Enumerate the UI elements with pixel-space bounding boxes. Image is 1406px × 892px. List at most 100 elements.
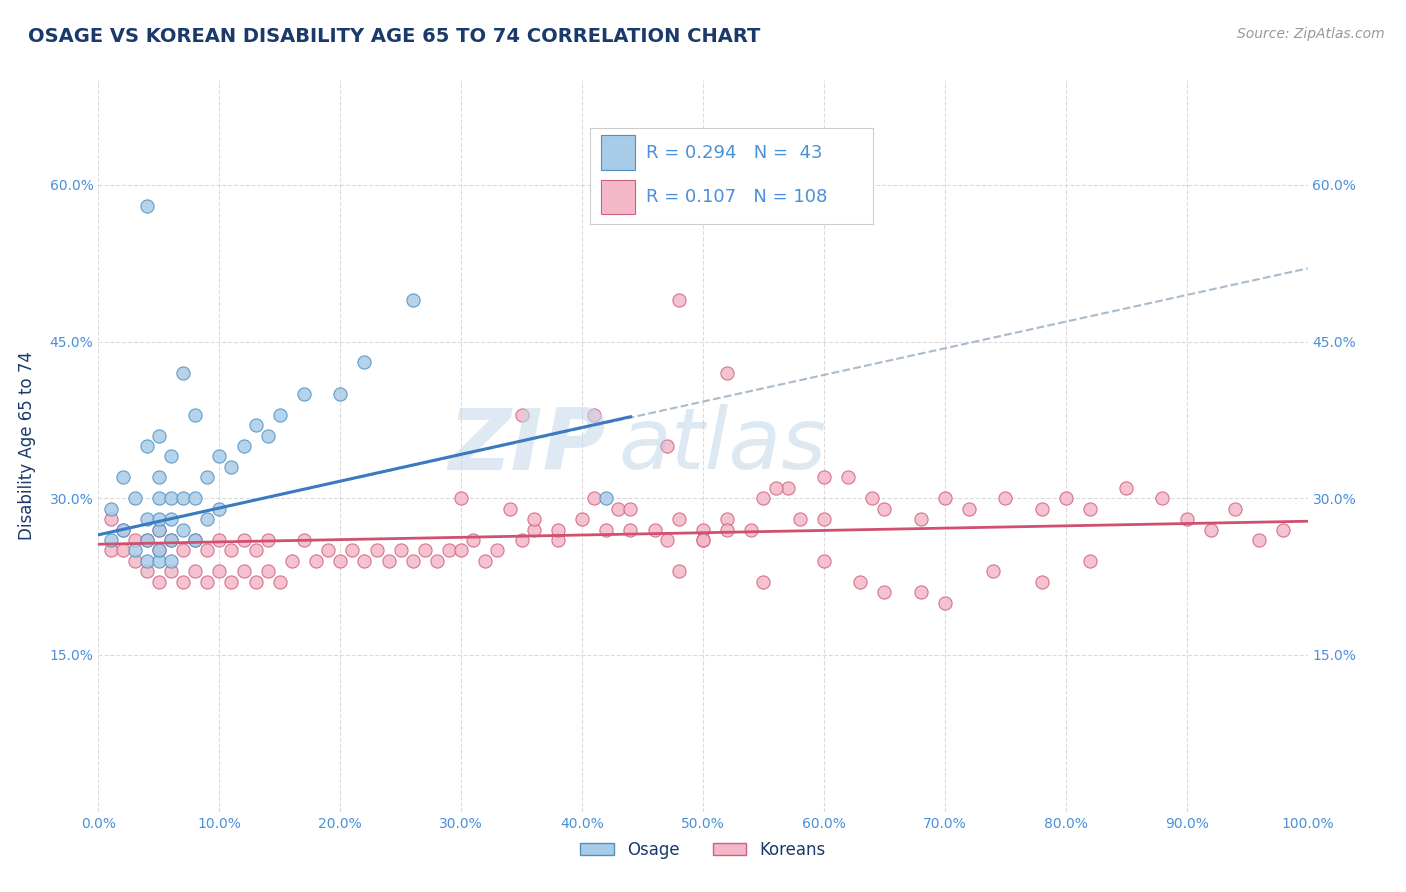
Point xyxy=(474,554,496,568)
Point xyxy=(148,554,170,568)
Point xyxy=(195,470,218,484)
Point xyxy=(135,565,157,579)
Point xyxy=(184,491,207,506)
Point xyxy=(366,543,388,558)
Point xyxy=(1272,523,1295,537)
Point xyxy=(692,523,714,537)
Point xyxy=(644,523,666,537)
Point xyxy=(195,574,218,589)
Text: ZIP: ZIP xyxy=(449,404,606,488)
Point xyxy=(221,459,243,474)
Bar xyxy=(602,136,636,170)
Point xyxy=(208,565,231,579)
Point xyxy=(437,543,460,558)
Point xyxy=(981,565,1004,579)
Point xyxy=(172,543,194,558)
Point xyxy=(292,386,315,401)
Point xyxy=(232,565,254,579)
Point xyxy=(111,543,134,558)
Point xyxy=(148,543,170,558)
Point xyxy=(716,512,738,526)
Point xyxy=(1031,501,1053,516)
Point xyxy=(1223,501,1246,516)
Point xyxy=(752,491,775,506)
Point xyxy=(450,543,472,558)
Bar xyxy=(602,179,636,214)
Point xyxy=(269,574,291,589)
Point xyxy=(776,481,799,495)
Point xyxy=(583,491,606,506)
Point xyxy=(752,574,775,589)
Point xyxy=(716,523,738,537)
Point xyxy=(124,491,146,506)
Point xyxy=(305,554,328,568)
Point xyxy=(813,470,835,484)
Point xyxy=(195,543,218,558)
Point xyxy=(860,491,883,506)
Point xyxy=(329,554,352,568)
Point xyxy=(342,543,364,558)
Point xyxy=(184,565,207,579)
Point xyxy=(813,512,835,526)
Point xyxy=(100,533,122,547)
Point xyxy=(510,533,533,547)
Point xyxy=(195,512,218,526)
Point xyxy=(148,491,170,506)
Point xyxy=(655,439,678,453)
Text: atlas: atlas xyxy=(619,404,827,488)
Point xyxy=(124,543,146,558)
Point xyxy=(486,543,509,558)
Point xyxy=(655,533,678,547)
Point xyxy=(402,293,425,307)
Point xyxy=(910,585,932,599)
Point xyxy=(281,554,304,568)
Point xyxy=(245,543,267,558)
Point xyxy=(1078,554,1101,568)
Point xyxy=(148,523,170,537)
Point xyxy=(413,543,436,558)
Point xyxy=(692,533,714,547)
Point xyxy=(740,523,762,537)
Point xyxy=(1115,481,1137,495)
Point xyxy=(208,533,231,547)
Point xyxy=(160,491,183,506)
Y-axis label: Disability Age 65 to 74: Disability Age 65 to 74 xyxy=(18,351,35,541)
Point xyxy=(837,470,859,484)
Point xyxy=(124,533,146,547)
Point xyxy=(668,293,690,307)
Point xyxy=(135,439,157,453)
Point xyxy=(583,408,606,422)
Point xyxy=(172,366,194,380)
Point xyxy=(245,574,267,589)
Point xyxy=(100,543,122,558)
Point xyxy=(668,512,690,526)
Point xyxy=(160,533,183,547)
Point xyxy=(377,554,399,568)
Point xyxy=(100,512,122,526)
Text: Source: ZipAtlas.com: Source: ZipAtlas.com xyxy=(1237,27,1385,41)
Point xyxy=(1249,533,1271,547)
Point xyxy=(619,501,641,516)
Point xyxy=(148,512,170,526)
Point xyxy=(716,366,738,380)
Point xyxy=(510,408,533,422)
Point xyxy=(619,523,641,537)
Point xyxy=(1031,574,1053,589)
Point xyxy=(523,523,546,537)
Point xyxy=(172,574,194,589)
Point xyxy=(221,543,243,558)
Point xyxy=(100,501,122,516)
Text: R = 0.294   N =  43: R = 0.294 N = 43 xyxy=(647,144,823,161)
Point xyxy=(789,512,811,526)
Point xyxy=(523,512,546,526)
Point xyxy=(135,554,157,568)
Point xyxy=(232,439,254,453)
Point xyxy=(498,501,520,516)
Point xyxy=(389,543,412,558)
Point xyxy=(135,512,157,526)
Point xyxy=(873,501,896,516)
Text: OSAGE VS KOREAN DISABILITY AGE 65 TO 74 CORRELATION CHART: OSAGE VS KOREAN DISABILITY AGE 65 TO 74 … xyxy=(28,27,761,45)
Point xyxy=(595,491,617,506)
Point xyxy=(148,470,170,484)
Point xyxy=(994,491,1017,506)
